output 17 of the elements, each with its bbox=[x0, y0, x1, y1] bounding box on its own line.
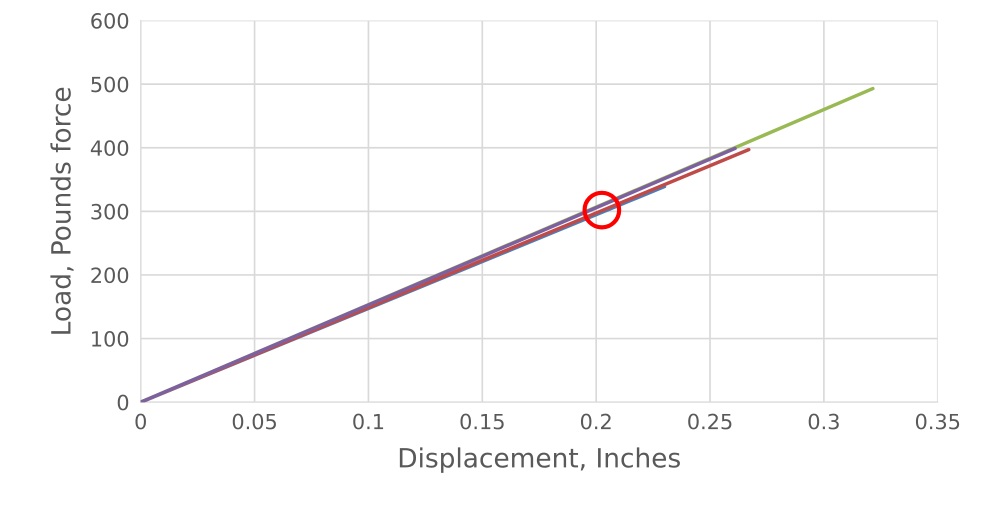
y-tick-label: 100 bbox=[92, 331, 128, 347]
x-tick-label: 0.25 bbox=[688, 414, 732, 430]
x-tick-label: 0.15 bbox=[460, 414, 504, 430]
x-tick-label: 0.35 bbox=[916, 414, 960, 430]
y-tick-label: 600 bbox=[91, 12, 128, 29]
y-tick-label: 400 bbox=[90, 140, 128, 156]
x-axis-title: Displacement, Inches bbox=[400, 447, 680, 473]
x-tick-label: 0 bbox=[135, 414, 146, 430]
y-tick-label: 0 bbox=[118, 394, 128, 410]
y-tick-label: 300 bbox=[91, 204, 128, 220]
x-tick-label: 0.05 bbox=[232, 414, 276, 430]
x-tick-label: 0.3 bbox=[808, 414, 839, 430]
x-tick-label: 0.1 bbox=[353, 414, 384, 430]
y-tick-label: 500 bbox=[91, 76, 128, 92]
y-tick-label: 200 bbox=[91, 267, 128, 284]
x-tick-label: 0.2 bbox=[580, 414, 611, 430]
y-axis-title: Load, Pounds force bbox=[50, 88, 74, 334]
